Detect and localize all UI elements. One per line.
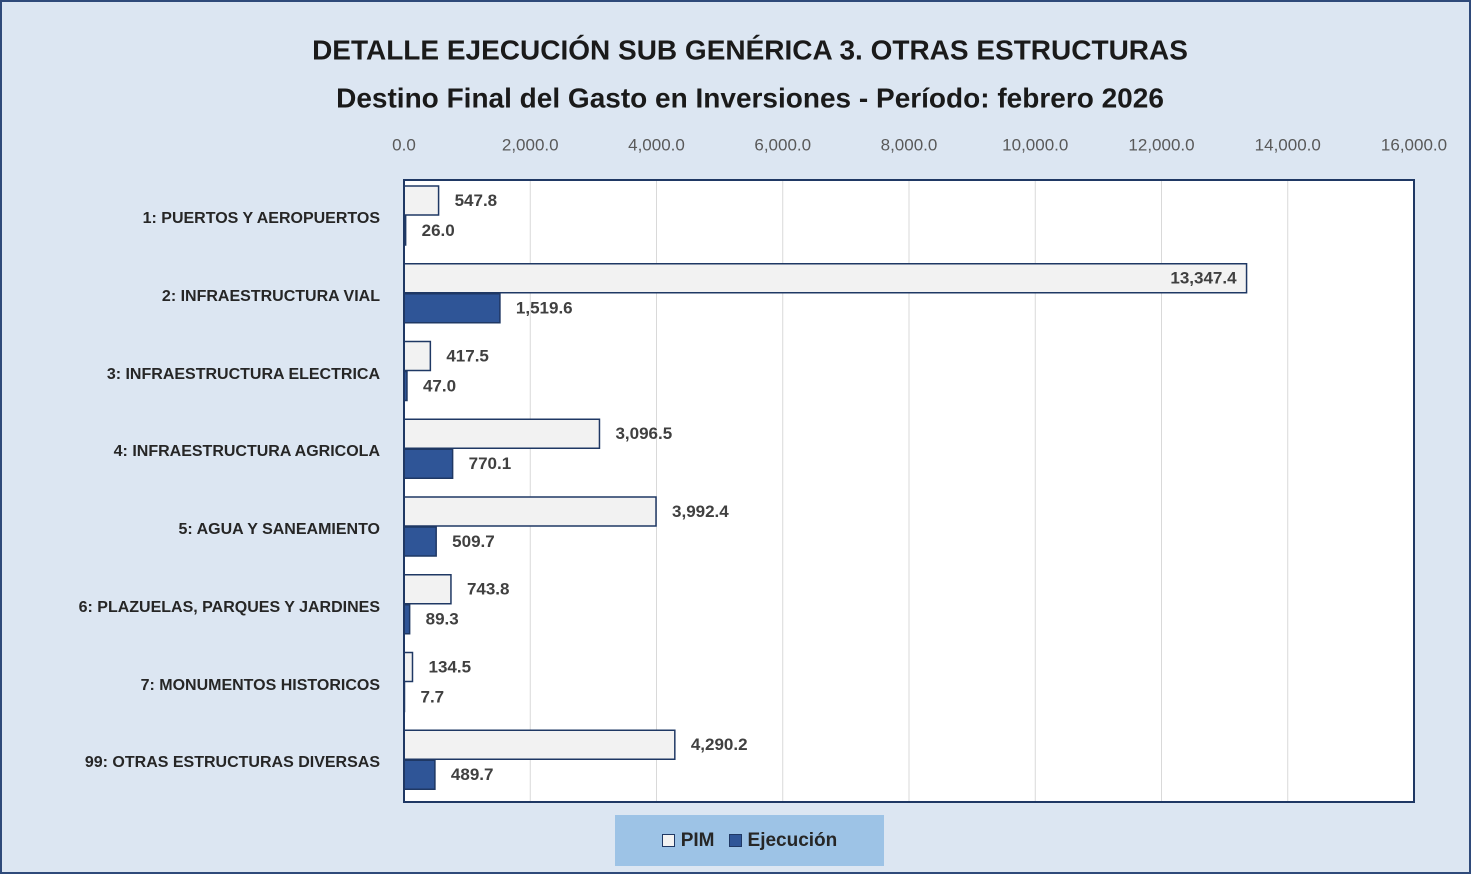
data-label: 4,290.2 (691, 735, 748, 754)
legend-text: Ejecución (747, 829, 838, 851)
x-tick-label: 10,000.0 (1002, 135, 1068, 154)
category-text: 5: AGUA Y SANEAMIENTO (178, 521, 380, 538)
data-label: 547.8 (455, 191, 498, 210)
category-label: 4: INFRAESTRUCTURA AGRICOLA (114, 413, 380, 491)
category-text: 7: MONUMENTOS HISTORICOS (140, 676, 380, 694)
bar (403, 340, 432, 372)
x-tick-label: 12,000.0 (1128, 135, 1194, 154)
bar (403, 729, 676, 760)
category-label: 1: PUERTOS Y AEROPUERTOS (143, 180, 380, 258)
bar (403, 759, 436, 790)
x-tick-label: 0.0 (392, 135, 416, 154)
x-tick-label: 8,000.0 (881, 135, 938, 154)
legend-item: PIM (661, 829, 715, 852)
data-label: 743.8 (467, 580, 510, 599)
data-label: 89.3 (426, 610, 459, 629)
category-label: 6: PLAZUELAS, PARQUES Y JARDINES (79, 569, 380, 647)
x-tick-label: 2,000.0 (502, 135, 559, 154)
x-tick-label: 14,000.0 (1255, 135, 1321, 154)
data-label: 770.1 (469, 454, 512, 473)
legend-swatch (661, 834, 675, 847)
data-label: 134.5 (428, 657, 471, 676)
chart-title: DETALLE EJECUCIÓN SUB GENÉRICA 3. OTRAS … (312, 34, 1188, 65)
category-label: 2: INFRAESTRUCTURA VIAL (162, 258, 380, 336)
data-label: 417.5 (446, 346, 489, 365)
data-label: 3,096.5 (615, 424, 672, 443)
legend-swatch (728, 834, 742, 847)
legend-item: Ejecución (728, 829, 838, 852)
bar (403, 185, 440, 216)
data-label: 509.7 (452, 532, 495, 551)
bar (403, 293, 501, 324)
category-text: 2: INFRAESTRUCTURA VIAL (161, 287, 380, 305)
category-text: 3: INFRAESTRUCTURA ELECTRICA (106, 365, 380, 383)
category-text: 4: INFRAESTRUCTURA AGRICOLA (113, 443, 380, 461)
bar (403, 418, 601, 449)
data-label: 26.0 (422, 221, 455, 240)
data-label: 3,992.4 (672, 502, 729, 521)
data-label: 47.0 (423, 376, 456, 395)
bar (403, 263, 1248, 294)
x-tick-label: 16,000.0 (1381, 135, 1447, 154)
bar (403, 448, 454, 479)
bar (403, 496, 657, 527)
data-label: 13,347.4 (1170, 269, 1237, 288)
category-text: 6: PLAZUELAS, PARQUES Y JARDINES (78, 598, 380, 616)
category-label: 7: MONUMENTOS HISTORICOS (141, 647, 380, 725)
category-text: 99: OTRAS ESTRUCTURAS DIVERSAS (84, 754, 380, 772)
bar (403, 574, 452, 605)
legend-text: PIM (680, 829, 715, 851)
category-text: 1: PUERTOS Y AEROPUERTOS (142, 210, 380, 227)
category-label: 5: AGUA Y SANEAMIENTO (178, 491, 380, 569)
x-tick-label: 6,000.0 (754, 135, 811, 154)
data-label: 1,519.6 (516, 299, 573, 318)
legend: PIM Ejecución (615, 815, 884, 866)
bar (403, 526, 437, 557)
plot-border (403, 179, 1415, 803)
category-label: 99: OTRAS ESTRUCTURAS DIVERSAS (85, 724, 380, 802)
data-label: 489.7 (451, 765, 494, 784)
bar (403, 651, 414, 683)
x-tick-label: 4,000.0 (628, 135, 685, 154)
category-label: 3: INFRAESTRUCTURA ELECTRICA (107, 336, 380, 414)
chart-subtitle: Destino Final del Gasto en Inversiones -… (336, 82, 1164, 113)
data-label: 7.7 (420, 687, 444, 706)
